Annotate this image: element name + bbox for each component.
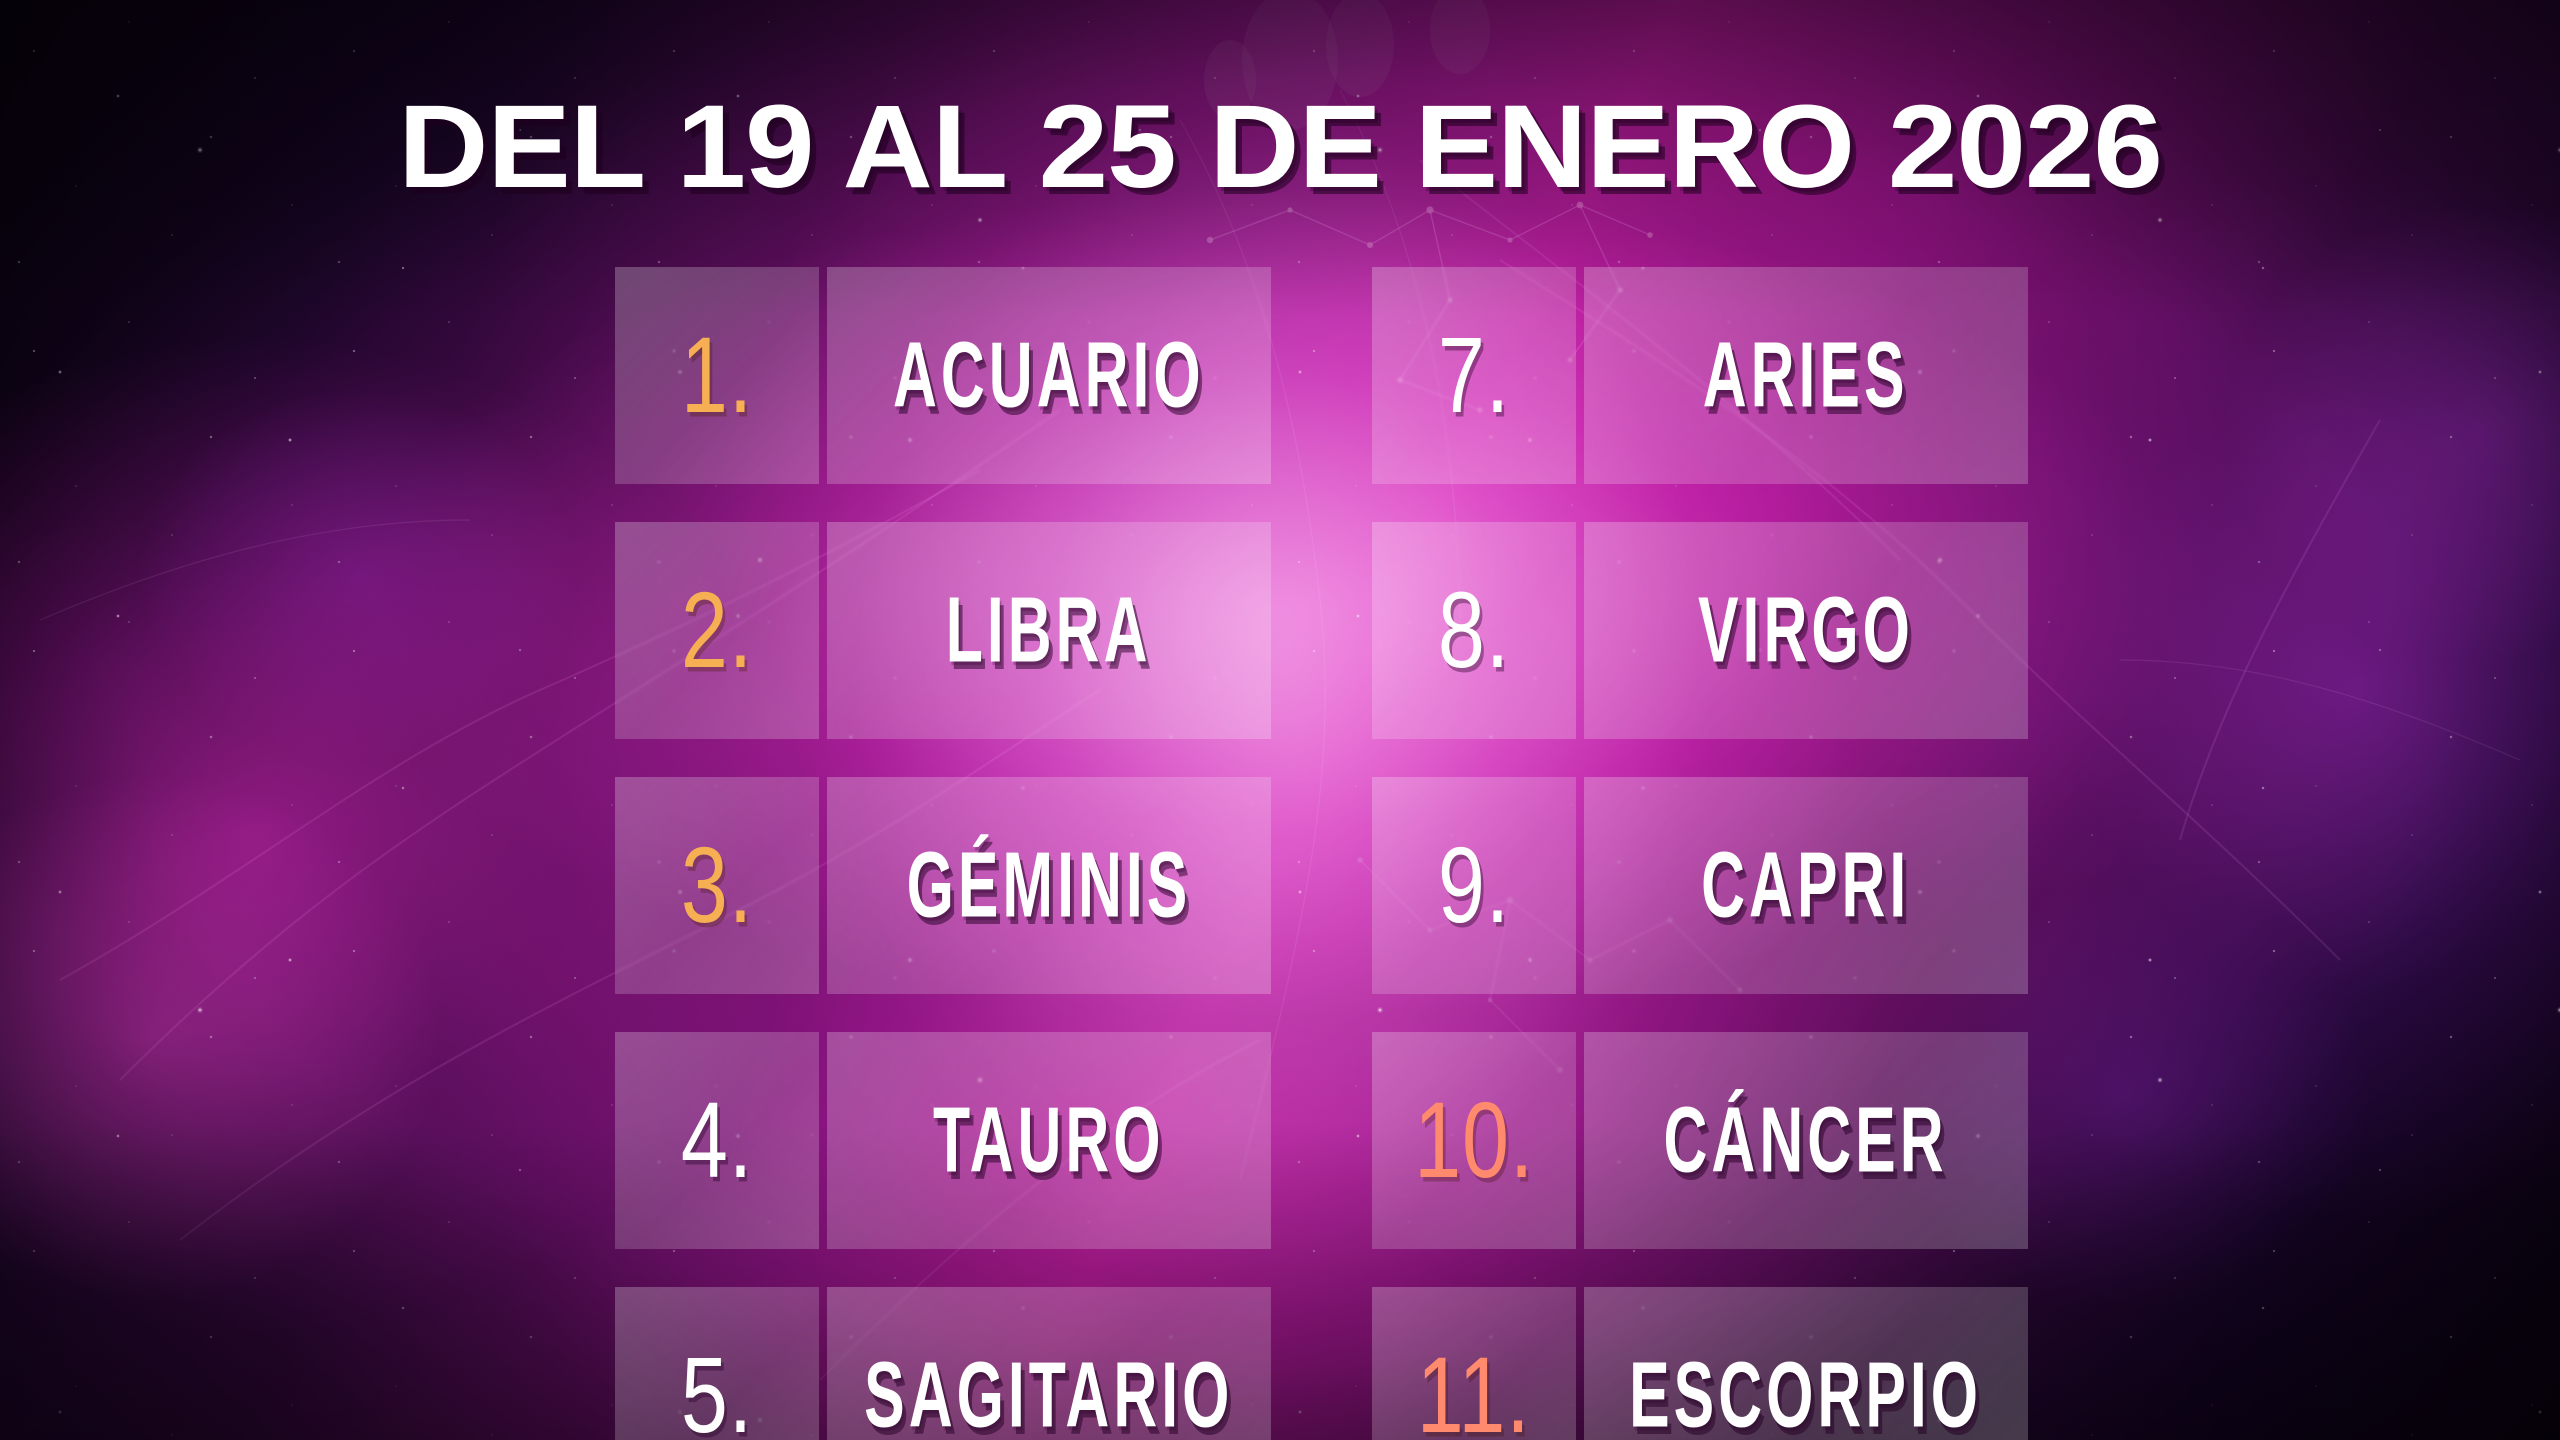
ranking-row[interactable]: 8. VIRGO [1372, 522, 2028, 739]
page-title: DEL 19 AL 25 DE ENERO 2026 [0, 88, 2560, 206]
rank-number-cell: 4. [615, 1032, 819, 1249]
zodiac-sign-label: LIBRA [946, 578, 1152, 682]
zodiac-sign-label: ARIES [1703, 323, 1909, 427]
zodiac-sign-cell: ARIES [1584, 267, 2028, 484]
ranking-row[interactable]: 11. ESCORPIO [1372, 1287, 2028, 1440]
ranking-row[interactable]: 2. LIBRA [615, 522, 1271, 739]
rank-number: 11. [1417, 1335, 1531, 1440]
rank-number-cell: 1. [615, 267, 819, 484]
rank-number-cell: 10. [1372, 1032, 1576, 1249]
zodiac-sign-label: CAPRI [1701, 833, 1911, 937]
rank-number-cell: 2. [615, 522, 819, 739]
zodiac-sign-cell: ESCORPIO [1584, 1287, 2028, 1440]
ranking-row[interactable]: 9. CAPRI [1372, 777, 2028, 994]
ranking-row[interactable]: 3. GÉMINIS [615, 777, 1271, 994]
zodiac-sign-cell: CÁNCER [1584, 1032, 2028, 1249]
zodiac-sign-cell: CAPRI [1584, 777, 2028, 994]
rank-number-cell: 3. [615, 777, 819, 994]
zodiac-sign-cell: VIRGO [1584, 522, 2028, 739]
ranking-row[interactable]: 5. SAGITARIO [615, 1287, 1271, 1440]
rank-number-cell: 5. [615, 1287, 819, 1440]
rank-number: 1. [680, 315, 754, 435]
rank-number: 4. [680, 1080, 754, 1200]
rank-number: 9. [1437, 825, 1511, 945]
zodiac-sign-label: VIRGO [1698, 578, 1914, 682]
rank-number: 3. [680, 825, 754, 945]
rank-number: 8. [1437, 570, 1511, 690]
rank-number-cell: 9. [1372, 777, 1576, 994]
zodiac-sign-label: ACUARIO [893, 323, 1205, 427]
rank-number: 10. [1413, 1080, 1535, 1200]
rank-number: 2. [680, 570, 754, 690]
rank-number: 7. [1437, 315, 1511, 435]
zodiac-sign-cell: ACUARIO [827, 267, 1271, 484]
zodiac-sign-cell: SAGITARIO [827, 1287, 1271, 1440]
ranking-row[interactable]: 10. CÁNCER [1372, 1032, 2028, 1249]
rank-number-cell: 8. [1372, 522, 1576, 739]
zodiac-sign-cell: GÉMINIS [827, 777, 1271, 994]
rank-number-cell: 11. [1372, 1287, 1576, 1440]
zodiac-sign-label: GÉMINIS [906, 833, 1192, 937]
ranking-row[interactable]: 1. ACUARIO [615, 267, 1271, 484]
zodiac-sign-cell: TAURO [827, 1032, 1271, 1249]
rank-number: 5. [680, 1335, 754, 1440]
zodiac-sign-label: SAGITARIO [864, 1343, 1234, 1440]
zodiac-sign-label: ESCORPIO [1629, 1343, 1983, 1440]
ranking-row[interactable]: 7. ARIES [1372, 267, 2028, 484]
zodiac-ranking-grid: 1. ACUARIO 7. ARIES 2. LIBRA [615, 267, 2028, 1440]
zodiac-sign-label: TAURO [933, 1088, 1165, 1192]
rank-number-cell: 7. [1372, 267, 1576, 484]
zodiac-sign-cell: LIBRA [827, 522, 1271, 739]
page-title-text: DEL 19 AL 25 DE ENERO 2026 [398, 81, 2163, 213]
ranking-row[interactable]: 4. TAURO [615, 1032, 1271, 1249]
zodiac-sign-label: CÁNCER [1663, 1088, 1949, 1192]
